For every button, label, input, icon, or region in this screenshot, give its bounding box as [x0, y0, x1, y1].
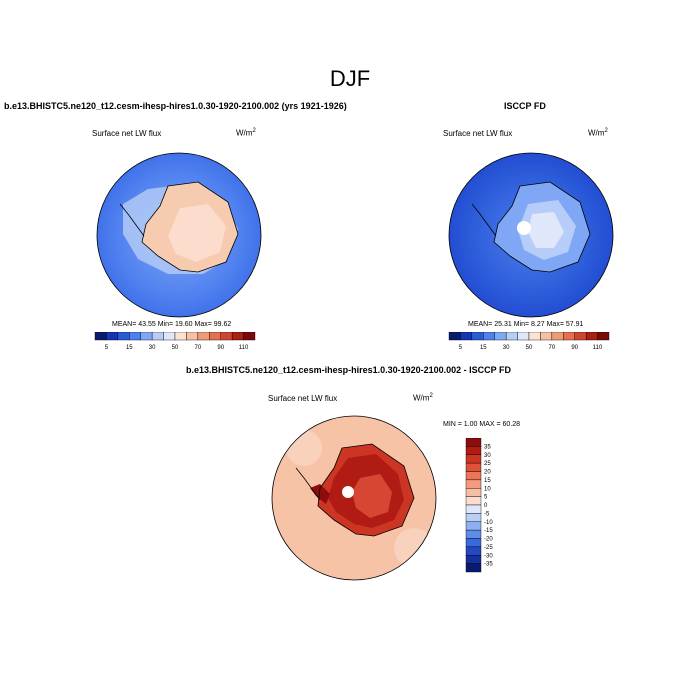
colorbar-swatch: [574, 332, 587, 341]
colorbar-tick-label: -25: [484, 545, 493, 551]
colorbar-swatch: [106, 332, 119, 341]
colorbar-tick-label: 15: [484, 478, 491, 484]
colorbar-swatch: [563, 332, 575, 341]
colorbar-tick-label: 35: [484, 444, 491, 450]
colorbar-swatch: [597, 332, 610, 341]
colorbar-swatch: [483, 332, 495, 341]
colorbar-swatch: [505, 332, 518, 341]
panel2-pole-hole: [517, 221, 531, 235]
colorbar-swatch: [465, 521, 482, 531]
colorbar-tick-label: -35: [484, 562, 493, 568]
colorbar-tick-label: 5: [459, 345, 463, 351]
panel3-pole-hole: [342, 486, 354, 498]
colorbar-swatch: [465, 529, 482, 539]
colorbar-swatch: [585, 332, 598, 341]
colorbar-swatch: [465, 446, 482, 455]
colorbar-swatch: [174, 332, 187, 341]
colorbar-swatch: [460, 332, 473, 341]
colorbar-swatch: [151, 332, 164, 341]
colorbar-swatch: [209, 332, 221, 341]
colorbar-swatch: [465, 471, 482, 481]
colorbar-swatch: [465, 504, 482, 514]
colorbar-tick-label: 30: [484, 453, 491, 459]
panel1-stats: MEAN= 43.55 Min= 19.60 Max= 99.62: [112, 321, 232, 328]
colorbar-swatch: [186, 332, 199, 341]
panel2-stats: MEAN= 25.31 Min= 8.27 Max= 57.91: [468, 321, 584, 328]
colorbar-swatch: [540, 332, 553, 341]
colorbar-swatch: [465, 462, 482, 472]
colorbar-swatch: [494, 332, 507, 341]
colorbar-swatch: [140, 332, 153, 341]
colorbar-swatch: [528, 332, 541, 341]
colorbar-swatch: [448, 332, 461, 341]
panel1-variable-label: Surface net LW flux: [92, 129, 162, 138]
panel3-colorbar: 35 30 25 20 15 10 5 0 -5 -10 -15 -20 -25 -30 -35: [465, 438, 493, 573]
colorbar-tick-label: 90: [571, 345, 578, 351]
colorbar-tick-label: 5: [484, 495, 488, 501]
panel3-title: b.e13.BHISTC5.ne120_t12.cesm-ihesp-hires…: [186, 365, 511, 375]
colorbar-swatch: [231, 332, 244, 341]
colorbar-tick-label: 30: [503, 345, 510, 351]
colorbar-tick-label: 50: [526, 345, 533, 351]
colorbar-swatch: [471, 332, 484, 341]
colorbar-diff-swatches: 35 30 25 20 15 10 5 0 -5 -10 -15 -20 -25 -30 -35: [465, 438, 493, 573]
panel3-polar-map: [271, 415, 437, 581]
colorbar-swatch: [129, 332, 141, 341]
colorbar-tick-label: 20: [484, 470, 491, 476]
colorbar-swatch: [117, 332, 130, 341]
colorbar-swatch: [243, 332, 256, 341]
colorbar-swatch: [465, 479, 482, 489]
panel1-polar-map: [96, 152, 262, 318]
colorbar-tick-label: 10: [484, 486, 491, 492]
panel2-variable-label: Surface net LW flux: [443, 129, 513, 138]
panel1-unit-label: W/m2: [236, 128, 256, 138]
colorbar-tick-label: 0: [484, 503, 488, 509]
colorbar-tick-label: 30: [149, 345, 156, 351]
colorbar-swatch: [197, 332, 210, 341]
colorbar-swatch: [465, 454, 482, 464]
colorbar-tick-label: 110: [593, 345, 603, 351]
colorbar-tick-label: 15: [126, 345, 133, 351]
colorbar-swatch: [465, 488, 482, 497]
panel1-colorbar: 51530507090110130: [94, 332, 256, 351]
panel1-title: b.e13.BHISTC5.ne120_t12.cesm-ihesp-hires…: [4, 101, 347, 111]
panel2-polar-map: [448, 152, 614, 318]
colorbar-tick-label: -30: [484, 553, 493, 559]
panel3-variable-label: Surface net LW flux: [268, 394, 338, 403]
colorbar-abs-swatches: 51530507090110130: [94, 332, 256, 351]
colorbar-swatch: [163, 332, 176, 341]
colorbar-tick-label: 25: [484, 461, 491, 467]
colorbar-tick-label: 110: [239, 345, 249, 351]
colorbar-swatch: [220, 332, 233, 341]
colorbar-tick-label: 5: [105, 345, 109, 351]
colorbar-abs-swatches: 51530507090110130: [448, 332, 610, 351]
colorbar-tick-label: 90: [217, 345, 224, 351]
colorbar-swatch: [551, 332, 564, 341]
colorbar-swatch: [465, 555, 482, 564]
colorbar-swatch: [465, 438, 482, 447]
panel3-stats: MIN = 1.00 MAX = 60.28: [443, 421, 521, 428]
colorbar-swatch: [465, 563, 482, 573]
panel2-title: ISCCP FD: [504, 101, 546, 111]
colorbar-tick-label: -5: [484, 511, 490, 517]
colorbar-tick-label: -15: [484, 528, 493, 534]
colorbar-tick-label: 50: [172, 345, 179, 351]
colorbar-swatch: [517, 332, 530, 341]
colorbar-swatch: [465, 496, 482, 506]
panel2-colorbar: 51530507090110130: [448, 332, 610, 351]
colorbar-tick-label: -20: [484, 537, 493, 543]
colorbar-swatch: [465, 546, 482, 556]
colorbar-tick-label: 70: [549, 345, 556, 351]
figure-title: DJF: [329, 66, 371, 91]
colorbar-swatch: [465, 513, 482, 522]
panel2-unit-label: W/m2: [588, 128, 608, 138]
panel3-unit-label: W/m2: [413, 393, 433, 403]
colorbar-tick-label: 70: [195, 345, 202, 351]
colorbar-swatch: [465, 538, 482, 548]
colorbar-tick-label: 15: [480, 345, 487, 351]
colorbar-swatch: [94, 332, 107, 341]
colorbar-tick-label: -10: [484, 520, 493, 526]
